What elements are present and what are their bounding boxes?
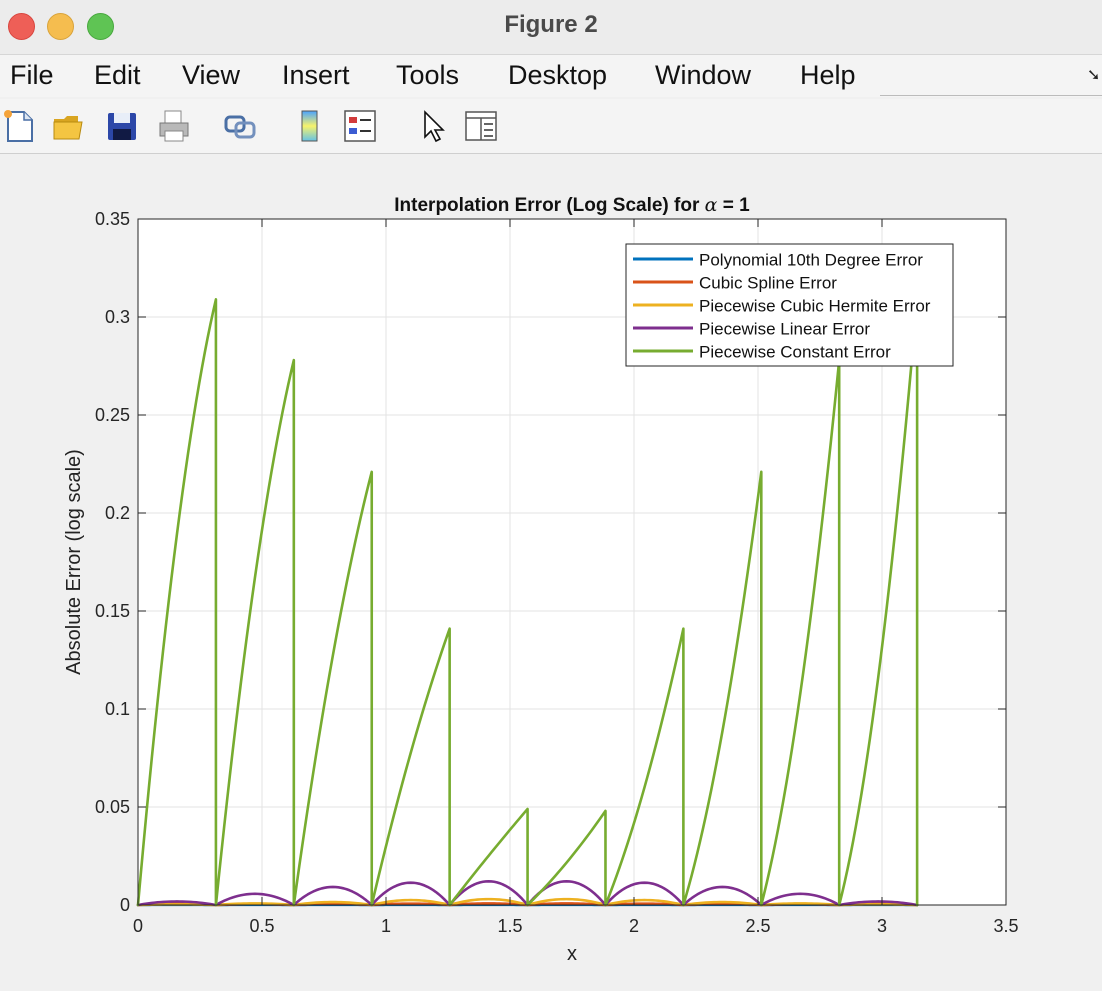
legend-label-hermite: Piecewise Cubic Hermite Error (699, 297, 931, 316)
menu-view[interactable]: View (182, 60, 240, 91)
chart-svg: 0 0.5 1 1.5 2 2.5 3 3.5 0 0.05 0.1 0.15 0.2 0.25 0.3 0.… (0, 154, 1102, 986)
link-icon[interactable] (223, 109, 257, 143)
menu-divider (880, 95, 1102, 96)
legend-icon[interactable] (343, 109, 377, 143)
property-editor-icon[interactable] (464, 109, 498, 143)
open-folder-icon[interactable] (52, 109, 86, 143)
menu-file[interactable]: File (10, 60, 54, 91)
figure-canvas: 0 0.5 1 1.5 2 2.5 3 3.5 0 0.05 0.1 0.15 0.2 0.25 0.3 0.… (0, 154, 1102, 991)
menu-edit[interactable]: Edit (94, 60, 141, 91)
menu-desktop[interactable]: Desktop (508, 60, 607, 91)
y-tick-label: 0.25 (95, 405, 130, 425)
y-tick-label: 0.35 (95, 209, 130, 229)
x-tick-label: 3 (877, 916, 887, 936)
x-tick-label: 2 (629, 916, 639, 936)
print-icon[interactable] (157, 109, 191, 143)
figure-toolbar (0, 99, 1102, 154)
pointer-icon[interactable] (416, 109, 450, 143)
legend-label-polynomial: Polynomial 10th Degree Error (699, 251, 923, 270)
y-tick-label: 0.2 (105, 503, 130, 523)
legend-label-spline: Cubic Spline Error (699, 274, 837, 293)
menu-help[interactable]: Help (800, 60, 856, 91)
y-tick-label: 0.15 (95, 601, 130, 621)
menu-window[interactable]: Window (655, 60, 751, 91)
chart-title: Interpolation Error (Log Scale) for α = … (394, 194, 750, 216)
x-axis-label: x (567, 943, 577, 965)
new-figure-icon[interactable] (2, 109, 36, 143)
x-tick-label: 1.5 (497, 916, 522, 936)
menu-overflow-icon[interactable]: ➘ (1087, 65, 1100, 85)
x-tick-label: 0 (133, 916, 143, 936)
legend[interactable]: Polynomial 10th Degree Error Cubic Splin… (626, 244, 953, 366)
colorbar-icon[interactable] (293, 109, 327, 143)
y-tick-label: 0.05 (95, 797, 130, 817)
x-tick-label: 3.5 (993, 916, 1018, 936)
x-tick-label: 2.5 (745, 916, 770, 936)
x-tick-label: 1 (381, 916, 391, 936)
legend-label-linear: Piecewise Linear Error (699, 320, 870, 339)
y-tick-label: 0.3 (105, 307, 130, 327)
menu-insert[interactable]: Insert (282, 60, 350, 91)
y-tick-label: 0.1 (105, 699, 130, 719)
y-tick-label: 0 (120, 895, 130, 915)
y-axis-label: Absolute Error (log scale) (63, 449, 85, 675)
legend-label-constant: Piecewise Constant Error (699, 343, 891, 362)
menu-bar: File Edit View Insert Tools Desktop Wind… (0, 55, 1102, 97)
x-tick-label: 0.5 (249, 916, 274, 936)
save-icon[interactable] (105, 109, 139, 143)
menu-tools[interactable]: Tools (396, 60, 459, 91)
window-title: Figure 2 (0, 11, 1102, 39)
window-titlebar: Figure 2 (0, 0, 1102, 55)
